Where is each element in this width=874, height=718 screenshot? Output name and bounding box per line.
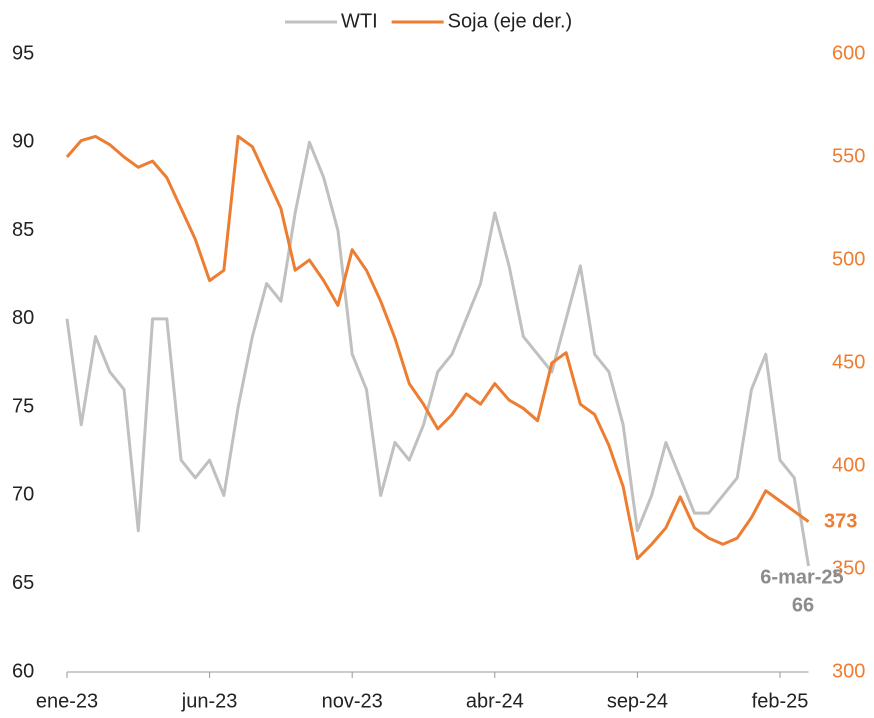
legend-label: WTI — [341, 10, 378, 32]
end-label: 373 — [824, 510, 857, 532]
y-tick-label: 90 — [12, 131, 34, 153]
y-tick-label: 60 — [12, 660, 34, 682]
y2-tick-label: 300 — [832, 660, 865, 682]
annotation: 6-mar-25 — [760, 566, 843, 588]
series-line — [65, 134, 810, 561]
x-tick-label: jun-23 — [181, 690, 238, 712]
y2-tick-label: 550 — [832, 145, 865, 167]
y-tick-label: 85 — [12, 219, 34, 241]
y2-tick-label: 450 — [832, 351, 865, 373]
x-tick-label: abr-24 — [466, 690, 524, 712]
y-tick-label: 65 — [12, 572, 34, 594]
y2-tick-label: 500 — [832, 248, 865, 270]
y-tick-label: 70 — [12, 484, 34, 506]
series-line — [65, 140, 811, 567]
x-tick-label: ene-23 — [36, 690, 98, 712]
y-tick-label: 80 — [12, 307, 34, 329]
y2-tick-label: 400 — [832, 454, 865, 476]
y-tick-label: 75 — [12, 395, 34, 417]
y2-tick-label: 350 — [832, 557, 865, 579]
x-tick-label: feb-25 — [752, 690, 809, 712]
x-tick-label: nov-23 — [322, 690, 383, 712]
x-tick-label: sep-24 — [607, 690, 668, 712]
y-tick-label: 95 — [12, 42, 34, 64]
legend-label: Soja (eje der.) — [448, 10, 573, 32]
end-label: 66 — [792, 594, 814, 616]
y2-tick-label: 600 — [832, 42, 865, 64]
